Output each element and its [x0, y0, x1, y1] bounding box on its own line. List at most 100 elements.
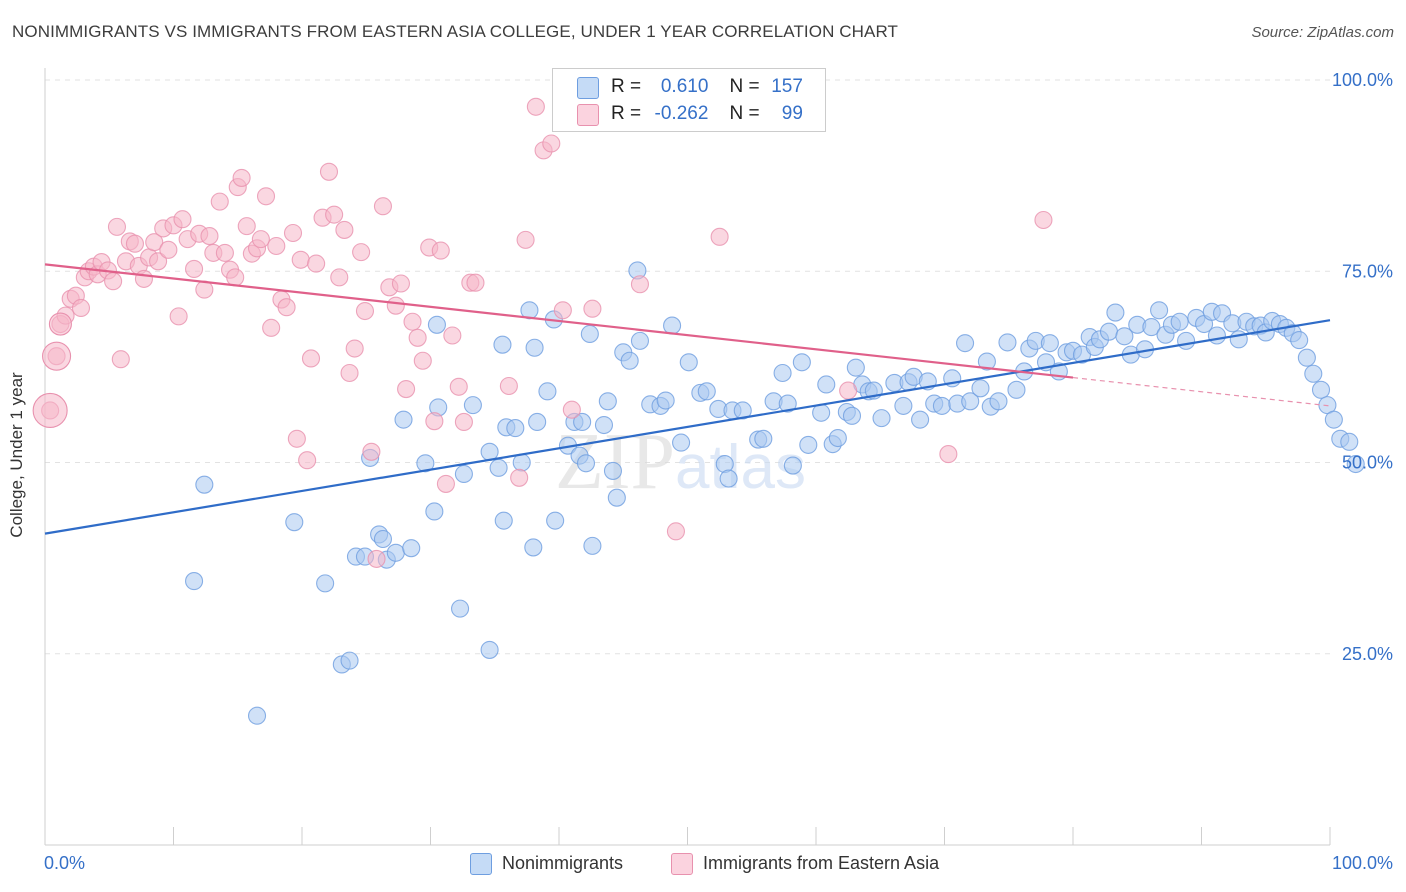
data-point [526, 97, 545, 116]
data-point [1340, 432, 1359, 451]
data-point [397, 380, 416, 399]
data-point [494, 511, 513, 530]
data-point [340, 363, 359, 383]
y-axis-label: College, Under 1 year [7, 372, 26, 538]
data-point [104, 272, 123, 291]
data-point [603, 461, 623, 480]
data-point [1207, 326, 1226, 345]
data-point [107, 217, 127, 236]
data-point [169, 307, 188, 326]
data-point [998, 333, 1017, 352]
data-point [1346, 454, 1365, 474]
data-point [580, 324, 599, 344]
data-point [111, 350, 130, 369]
data-point [663, 316, 682, 335]
data-point [583, 536, 602, 555]
data-point [173, 210, 192, 229]
data-point [195, 475, 214, 494]
data-point [1304, 364, 1323, 383]
data-point [466, 273, 485, 292]
data-point [413, 351, 432, 370]
data-point [1324, 410, 1343, 429]
correlation-legend: R = 0.610 N = 157 R = -0.262 N = 99 [552, 68, 826, 132]
data-point [403, 312, 422, 331]
trend-line-immigrants [44, 263, 1074, 379]
data-point [443, 326, 462, 345]
data-point-large [42, 341, 72, 371]
data-point [301, 349, 321, 368]
data-point [510, 468, 529, 487]
data-point [1007, 380, 1026, 399]
data-point [355, 301, 375, 321]
data-point [839, 381, 858, 400]
data-point [125, 234, 144, 253]
legend-swatch-pink [577, 104, 599, 126]
data-point [267, 236, 286, 256]
chart-title: NONIMMIGRANTS VS IMMIGRANTS FROM EASTERN… [12, 22, 899, 41]
data-point [499, 376, 518, 396]
data-point [817, 375, 836, 394]
data-point [828, 428, 847, 448]
data-point [971, 379, 990, 398]
data-point [408, 328, 427, 347]
data-point [386, 543, 405, 562]
data-point [291, 250, 310, 269]
data-point [528, 412, 547, 432]
data-point [319, 162, 339, 181]
data-point [1297, 348, 1316, 367]
data-point [352, 243, 371, 262]
data-point [932, 396, 951, 415]
data-point [546, 511, 565, 530]
trend-line-immigrants-extension [1072, 376, 1331, 407]
data-point [656, 391, 675, 410]
data-point [200, 227, 219, 246]
data-point [451, 599, 470, 618]
data-point [1290, 331, 1309, 350]
data-point [842, 406, 862, 425]
data-point [391, 274, 410, 293]
data-point [956, 334, 975, 353]
legend-swatch-pink [671, 853, 693, 875]
y-tick-label: 50.0% [1342, 453, 1393, 473]
x-tick-label: 100.0% [1332, 853, 1393, 873]
data-point [425, 502, 444, 521]
data-point [630, 331, 650, 350]
data-point [367, 549, 386, 568]
data-point [454, 464, 473, 484]
data-point [493, 335, 512, 354]
data-point [283, 223, 303, 243]
data-point [251, 230, 270, 249]
data-point [285, 513, 304, 532]
x-tick-label: 0.0% [44, 853, 85, 873]
data-point [330, 268, 349, 287]
data-point [449, 377, 468, 396]
chart-source: Source: ZipAtlas.com [1251, 24, 1394, 41]
data-point [778, 394, 797, 413]
trend-line-nonimmigrants [44, 319, 1331, 535]
data-point [362, 442, 381, 461]
data-point [145, 233, 164, 252]
data-point [149, 252, 168, 271]
data-point [553, 301, 572, 320]
data-point [237, 217, 256, 236]
data-point-large [32, 392, 68, 429]
trend-lines [44, 263, 1331, 535]
data-point [277, 298, 296, 317]
tick-labels: 25.0% 50.0% 75.0% 100.0% 0.0% 100.0% [44, 70, 1393, 873]
data-point [232, 168, 251, 187]
data-point [846, 358, 865, 377]
data-point [210, 192, 229, 211]
data-point [583, 299, 602, 318]
legend-label: Nonimmigrants [502, 853, 624, 873]
data-point [373, 529, 393, 549]
data-point [431, 241, 450, 260]
legend-label: R = -0.262 N = 99 [611, 103, 803, 124]
data-point [316, 574, 335, 593]
axes [44, 68, 1331, 846]
data-point [719, 469, 738, 488]
data-point [977, 352, 996, 371]
data-point [620, 351, 639, 370]
data-point [427, 315, 446, 334]
legend-swatch-blue [470, 853, 492, 875]
data-point [1040, 334, 1059, 353]
